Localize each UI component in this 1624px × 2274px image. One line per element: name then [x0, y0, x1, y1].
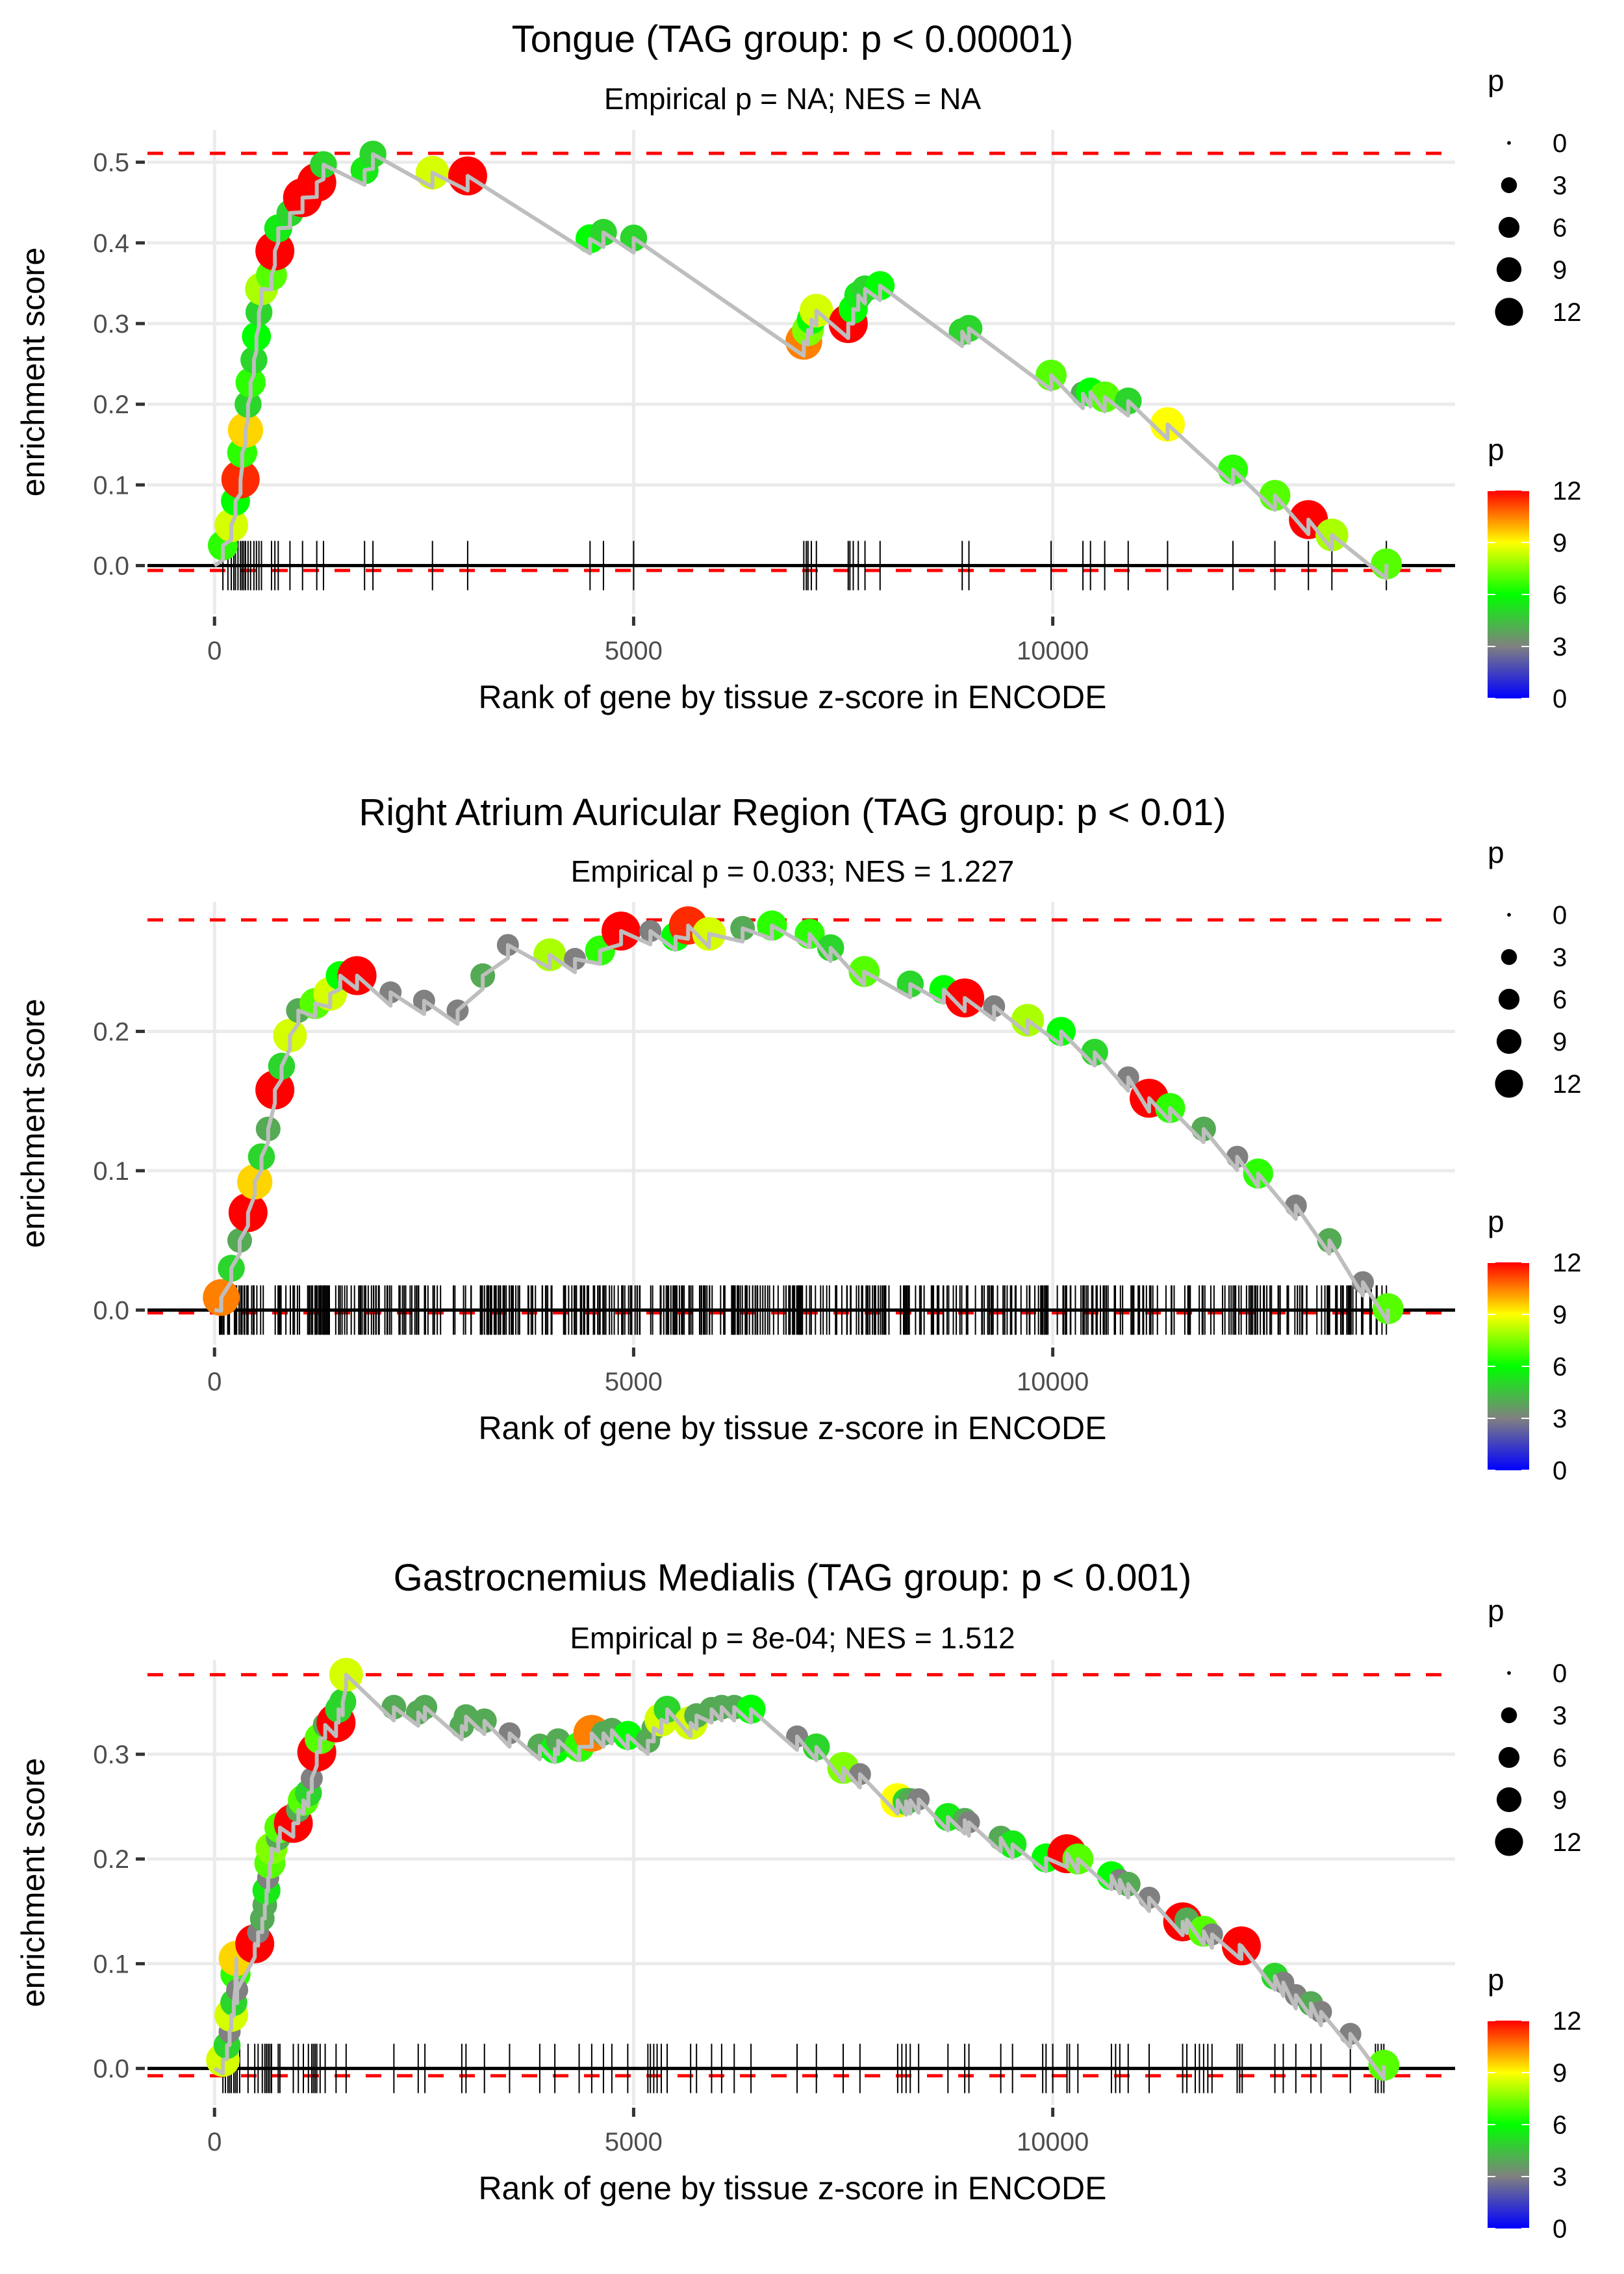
size-legend-label: 3: [1553, 172, 1567, 200]
chart-title: Right Atrium Auricular Region (TAG group…: [359, 791, 1226, 834]
color-legend-label: 12: [1553, 2007, 1582, 2036]
color-legend-label: 6: [1553, 2111, 1567, 2140]
chart-subtitle: Empirical p = 8e-04; NES = 1.512: [570, 1621, 1015, 1655]
size-legend-dot: [1498, 1746, 1520, 1769]
color-legend-label: 12: [1553, 477, 1582, 505]
size-legend-dot: [1496, 257, 1522, 283]
y-tick-label: 0.0: [93, 2055, 129, 2084]
x-tick-label: 5000: [605, 1368, 663, 1396]
size-legend-dot: [1495, 1069, 1523, 1098]
size-legend-label: 3: [1553, 1702, 1567, 1730]
x-tick-label: 0: [207, 2128, 222, 2156]
size-legend-dot: [1495, 1828, 1523, 1856]
color-legend-label: 9: [1553, 529, 1567, 557]
size-legend-title: p: [1488, 1594, 1504, 1628]
size-legend-title: p: [1488, 836, 1504, 869]
x-tick-label: 10000: [1017, 637, 1089, 665]
color-legend-title: p: [1488, 1963, 1504, 1997]
color-legend-title: p: [1488, 433, 1504, 466]
y-tick-label: 0.4: [93, 229, 129, 258]
color-legend-label: 0: [1553, 1457, 1567, 1485]
color-legend-label: 3: [1553, 2163, 1567, 2191]
size-legend-label: 12: [1553, 1828, 1582, 1857]
enrichment-line: [214, 923, 1390, 1324]
y-tick-label: 0.5: [93, 149, 129, 177]
size-legend-dot: [1501, 1707, 1517, 1724]
y-tick-label: 0.1: [93, 1950, 129, 1978]
size-legend-dot: [1496, 1028, 1522, 1054]
y-tick-label: 0.3: [93, 310, 129, 339]
x-tick-label: 10000: [1017, 2128, 1089, 2156]
chart-subtitle: Empirical p = NA; NES = NA: [604, 82, 982, 116]
y-axis-title: enrichment score: [15, 1758, 51, 2008]
legends: p 0 3 6 9 12 p 12 9 6 3 0: [1488, 836, 1582, 1485]
size-legend-label: 3: [1553, 943, 1567, 972]
color-legend-label: 9: [1553, 1301, 1567, 1329]
y-axis-title: enrichment score: [15, 248, 51, 497]
x-tick-label: 10000: [1017, 1368, 1089, 1396]
y-tick-label: 0.1: [93, 1157, 129, 1186]
y-tick-label: 0.3: [93, 1741, 129, 1769]
size-legend-dot: [1501, 949, 1517, 965]
size-legend-dot: [1495, 298, 1523, 326]
y-tick-label: 0.2: [93, 1017, 129, 1046]
x-axis-title: Rank of gene by tissue z-score in ENCODE: [478, 679, 1106, 715]
color-legend-label: 9: [1553, 2059, 1567, 2088]
points: [203, 906, 1404, 1325]
size-legend-dot: [1501, 177, 1517, 194]
chart-subtitle: Empirical p = 0.033; NES = 1.227: [571, 854, 1015, 888]
color-legend-title: p: [1488, 1205, 1504, 1238]
y-tick-label: 0.1: [93, 471, 129, 500]
size-legend-label: 6: [1553, 1744, 1567, 1772]
panel-3: Gastrocnemius Medialis (TAG group: p < 0…: [15, 1557, 1582, 2243]
x-tick-label: 5000: [605, 637, 663, 665]
size-legend-label: 6: [1553, 214, 1567, 242]
color-legend-label: 3: [1553, 1405, 1567, 1433]
size-legend-dot: [1496, 1787, 1522, 1813]
size-legend-label: 12: [1553, 298, 1582, 327]
size-legend-label: 0: [1553, 901, 1567, 930]
size-legend-label: 12: [1553, 1070, 1582, 1099]
size-legend-dot: [1507, 913, 1511, 917]
size-legend-dot: [1507, 1671, 1511, 1675]
enrichment-line: [213, 152, 1389, 581]
x-tick-label: 0: [207, 637, 222, 665]
legends: p 0 3 6 9 12 p 12 9 6 3 0: [1488, 1594, 1582, 2243]
y-axis-title: enrichment score: [15, 999, 51, 1248]
color-legend-label: 12: [1553, 1249, 1582, 1277]
x-tick-label: 0: [207, 1368, 222, 1396]
color-legend-label: 6: [1553, 581, 1567, 609]
color-legend-label: 6: [1553, 1353, 1567, 1381]
legends: p 0 3 6 9 12 p 12 9 6 3 0: [1488, 64, 1582, 713]
size-legend-label: 0: [1553, 129, 1567, 158]
size-legend-title: p: [1488, 64, 1504, 97]
color-legend-label: 0: [1553, 685, 1567, 713]
color-legend-label: 0: [1553, 2215, 1567, 2243]
panel-1: Tongue (TAG group: p < 0.00001) Empirical…: [15, 18, 1582, 715]
size-legend-label: 9: [1553, 256, 1567, 285]
x-axis-title: Rank of gene by tissue z-score in ENCODE: [478, 2170, 1106, 2206]
y-tick-label: 0.0: [93, 552, 129, 581]
size-legend-dot: [1498, 988, 1520, 1010]
panel-2: Right Atrium Auricular Region (TAG group…: [15, 791, 1582, 1485]
size-legend-label: 9: [1553, 1028, 1567, 1056]
points: [207, 140, 1402, 580]
size-legend-label: 9: [1553, 1786, 1567, 1815]
x-tick-label: 5000: [605, 2128, 663, 2156]
enrichment-line: [213, 1672, 1386, 2081]
size-legend-label: 6: [1553, 986, 1567, 1014]
size-legend-dot: [1498, 216, 1520, 238]
points: [206, 1657, 1400, 2081]
color-legend-label: 3: [1553, 633, 1567, 661]
rug-ticks: [219, 1285, 1388, 1335]
chart-title: Gastrocnemius Medialis (TAG group: p < 0…: [394, 1557, 1192, 1599]
y-tick-label: 0.0: [93, 1296, 129, 1325]
size-legend-label: 0: [1553, 1659, 1567, 1688]
y-tick-label: 0.2: [93, 390, 129, 419]
x-axis-title: Rank of gene by tissue z-score in ENCODE: [478, 1410, 1106, 1446]
size-legend-dot: [1507, 141, 1511, 145]
y-tick-label: 0.2: [93, 1845, 129, 1874]
chart-title: Tongue (TAG group: p < 0.00001): [512, 18, 1074, 60]
